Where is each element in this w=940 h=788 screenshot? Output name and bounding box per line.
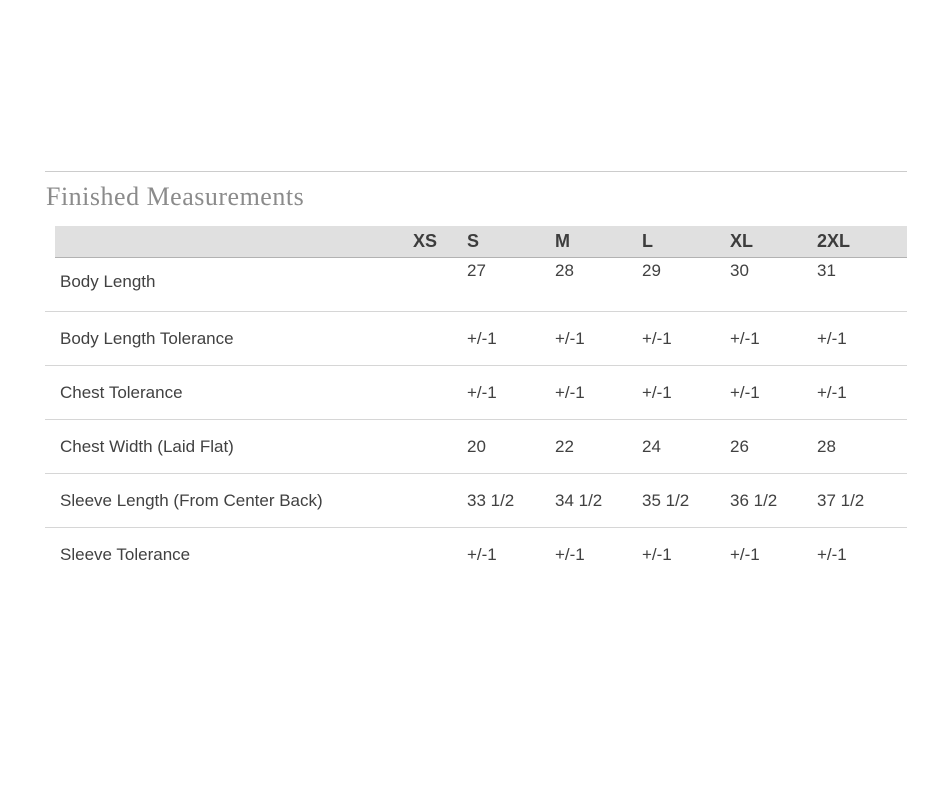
measurement-value: +/-1 [730, 545, 760, 564]
measurement-value: 28 [817, 436, 836, 456]
measurement-value: +/-1 [467, 328, 497, 348]
measurement-value: 26 [730, 436, 749, 456]
table-row: Sleeve Length (From Center Back) 33 1/2 … [45, 474, 907, 528]
table-row: Chest Width (Laid Flat) 20 22 24 26 28 [45, 420, 907, 474]
measurement-value: 30 [730, 261, 749, 280]
measurement-value: +/-1 [817, 382, 847, 402]
size-column-header-l: L [642, 231, 653, 251]
measurement-value: +/-1 [555, 545, 585, 564]
size-column-header-2xl: 2XL [817, 231, 851, 251]
size-chart-section: Finished Measurements XS S M L XL 2XL Bo… [45, 171, 907, 582]
measurement-value: 20 [467, 436, 486, 456]
measurement-value: 27 [467, 261, 486, 280]
table-row: Body Length Tolerance +/-1 +/-1 +/-1 +/-… [45, 312, 907, 366]
measurement-value: +/-1 [555, 328, 585, 348]
measurement-value: +/-1 [730, 328, 760, 348]
measurement-value: 36 1/2 [730, 490, 778, 510]
size-column-header-m: M [555, 231, 570, 251]
measurement-value: 29 [642, 261, 661, 280]
section-title: Finished Measurements [46, 182, 305, 211]
size-column-header-s: S [467, 231, 480, 251]
measurement-value: +/-1 [642, 382, 672, 402]
measurement-value: +/-1 [817, 545, 847, 564]
row-label: Body Length [60, 272, 156, 291]
size-column-header-xl: XL [730, 231, 754, 251]
table-row: Sleeve Tolerance +/-1 +/-1 +/-1 +/-1 +/-… [45, 528, 907, 582]
measurement-value: 31 [817, 261, 836, 280]
measurement-value [413, 258, 467, 261]
size-chart-table: XS S M L XL 2XL Body Length 27 28 29 30 … [45, 226, 907, 582]
measurement-value: +/-1 [642, 328, 672, 348]
measurement-value: +/-1 [730, 382, 760, 402]
row-label: Chest Tolerance [60, 382, 183, 402]
row-label: Body Length Tolerance [60, 328, 234, 348]
row-label: Chest Width (Laid Flat) [60, 436, 234, 456]
measurement-value: +/-1 [642, 545, 672, 564]
measurement-value: 22 [555, 436, 574, 456]
measurement-value: 34 1/2 [555, 490, 603, 510]
table-row: Body Length 27 28 29 30 31 [45, 258, 907, 312]
measurement-value: 35 1/2 [642, 490, 690, 510]
table-row: Chest Tolerance +/-1 +/-1 +/-1 +/-1 +/-1 [45, 366, 907, 420]
row-label: Sleeve Length (From Center Back) [60, 490, 323, 510]
measurement-value: 28 [555, 261, 574, 280]
size-chart-header-row: XS S M L XL 2XL [55, 226, 907, 258]
measurement-value: 24 [642, 436, 661, 456]
row-label: Sleeve Tolerance [60, 545, 191, 564]
measurement-value: 37 1/2 [817, 490, 865, 510]
measurement-value: +/-1 [467, 382, 497, 402]
measurement-value: 33 1/2 [467, 490, 515, 510]
measurement-value: +/-1 [817, 328, 847, 348]
measurement-value: +/-1 [555, 382, 585, 402]
size-column-header-xs: XS [413, 231, 438, 251]
measurement-value: +/-1 [467, 545, 497, 564]
section-divider [45, 171, 907, 172]
